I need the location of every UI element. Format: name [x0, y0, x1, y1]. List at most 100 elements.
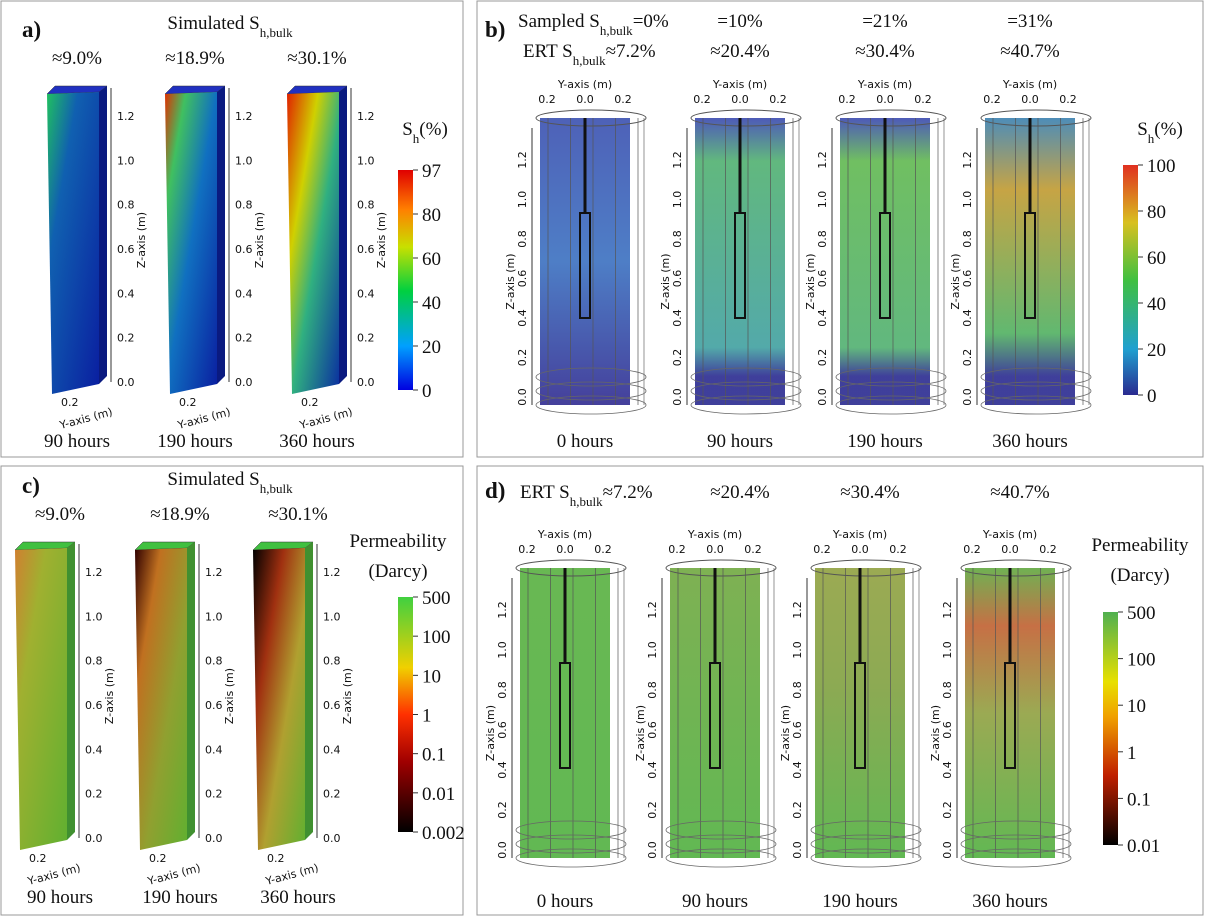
colorbar	[1123, 165, 1138, 395]
column-front	[165, 92, 217, 394]
z-tick-label: 0.6	[816, 270, 829, 288]
axis-label: Y-axis (m)	[25, 861, 82, 888]
wire	[690, 109, 802, 127]
y-tick-label: 0.2	[61, 396, 79, 409]
y-tick-label: 0.0	[731, 93, 749, 106]
z-tick-label: 0.4	[941, 761, 954, 779]
z-tick-label: 0.8	[516, 230, 529, 248]
y-tick-label: 0.2	[1059, 93, 1077, 106]
wire	[535, 381, 647, 401]
axis-label: Y-axis (m)	[537, 528, 592, 541]
column-front	[135, 548, 187, 850]
column-front	[287, 92, 339, 394]
z-tick-label: 1.2	[941, 601, 954, 619]
panel-frame	[0, 0, 464, 458]
z-tick-label: 0.4	[791, 761, 804, 779]
z-tick-label: 0.4	[961, 309, 974, 327]
wire	[835, 381, 947, 401]
y-tick-label: 0.2	[301, 396, 319, 409]
time-label: 0 hours	[557, 431, 613, 452]
z-tick-label: 1.2	[323, 566, 341, 579]
colorbar-title: Sh(%)	[402, 119, 448, 146]
wire	[980, 367, 1092, 387]
colorbar	[398, 170, 413, 390]
column-side	[67, 542, 75, 840]
y-tick-label: 0.2	[594, 543, 612, 556]
colorbar-tick-label: 60	[422, 249, 441, 270]
z-tick-label: 0.0	[961, 388, 974, 406]
y-tick-label: 0.2	[538, 93, 556, 106]
electrode	[579, 212, 591, 319]
colorbar-tick-label: 40	[1147, 294, 1166, 315]
saturation-label: ≈9.0%	[35, 504, 85, 525]
z-tick-label: 0.6	[117, 243, 135, 256]
axis-label: Z-axis (m)	[375, 212, 388, 268]
sampled-label: =10%	[717, 11, 763, 32]
z-tick-label: 1.2	[205, 566, 223, 579]
wire	[665, 848, 777, 868]
z-tick-label: 1.2	[646, 601, 659, 619]
time-label: 190 hours	[142, 887, 217, 908]
colorbar-title: Permeability	[349, 531, 447, 552]
axis-label: Z-axis (m)	[504, 253, 517, 309]
y-tick-label: 0.2	[914, 93, 932, 106]
z-tick-label: 0.0	[117, 376, 135, 389]
electrode	[559, 662, 571, 769]
saturation-label: ≈30.1%	[268, 504, 328, 525]
time-label: 90 hours	[44, 431, 110, 452]
wire	[515, 559, 627, 577]
z-tick-label: 1.2	[357, 110, 375, 123]
colorbar-tick-label: 0.01	[1127, 836, 1160, 857]
y-tick-label: 0.2	[693, 93, 711, 106]
colorbar-title: Sh(%)	[1137, 119, 1183, 146]
text-part: Sampled S	[518, 11, 600, 32]
z-tick-label: 0.8	[357, 199, 375, 212]
ert-label: ≈30.4%	[855, 41, 915, 62]
z-tick-label: 0.4	[496, 761, 509, 779]
time-label: 360 hours	[992, 431, 1067, 452]
text-part: (%)	[1154, 119, 1182, 140]
z-tick-label: 0.8	[671, 230, 684, 248]
axis-label: Z-axis (m)	[659, 253, 672, 309]
z-tick-label: 0.6	[357, 243, 375, 256]
ert-label: ≈40.7%	[990, 482, 1050, 503]
z-tick-label: 0.6	[516, 270, 529, 288]
electrode	[879, 212, 891, 319]
y-tick-label: 0.0	[556, 543, 574, 556]
electrode	[1004, 662, 1016, 769]
colorbar-tick-label: 0.1	[422, 745, 446, 766]
z-tick-label: 0.0	[791, 841, 804, 859]
z-tick-label: 0.2	[516, 349, 529, 367]
z-tick-label: 0.8	[323, 655, 341, 668]
colorbar-tick-label: 20	[422, 337, 441, 358]
z-tick-label: 0.0	[941, 841, 954, 859]
z-tick-label: 1.0	[323, 610, 341, 623]
subscript: h,bulk	[260, 25, 293, 40]
colorbar-tick-label: 97	[422, 161, 441, 182]
z-tick-label: 1.2	[671, 151, 684, 169]
colorbar-unit: (Darcy)	[1110, 565, 1169, 586]
wire	[690, 367, 802, 387]
colorbar-tick-label: 100	[1147, 156, 1176, 177]
colorbar	[398, 597, 413, 832]
z-tick-label: 0.0	[646, 841, 659, 859]
subscript: h,bulk	[600, 23, 633, 38]
colorbar-tick-label: 1	[422, 706, 432, 727]
y-tick-label: 0.2	[983, 93, 1001, 106]
axis-label: Z-axis (m)	[949, 253, 962, 309]
z-tick-label: 0.2	[85, 788, 103, 801]
y-tick-label: 0.2	[1039, 543, 1057, 556]
column-front	[253, 548, 305, 850]
wire	[980, 109, 1092, 127]
z-tick-label: 0.2	[117, 332, 135, 345]
z-tick-label: 1.2	[791, 601, 804, 619]
column-side	[187, 542, 195, 840]
time-label: 190 hours	[822, 891, 897, 912]
z-tick-label: 0.8	[941, 681, 954, 699]
z-tick-label: 0.8	[235, 199, 253, 212]
ert-label: ≈40.7%	[1000, 41, 1060, 62]
z-tick-label: 0.4	[646, 761, 659, 779]
wire	[960, 559, 1072, 577]
z-tick-label: 0.6	[961, 270, 974, 288]
